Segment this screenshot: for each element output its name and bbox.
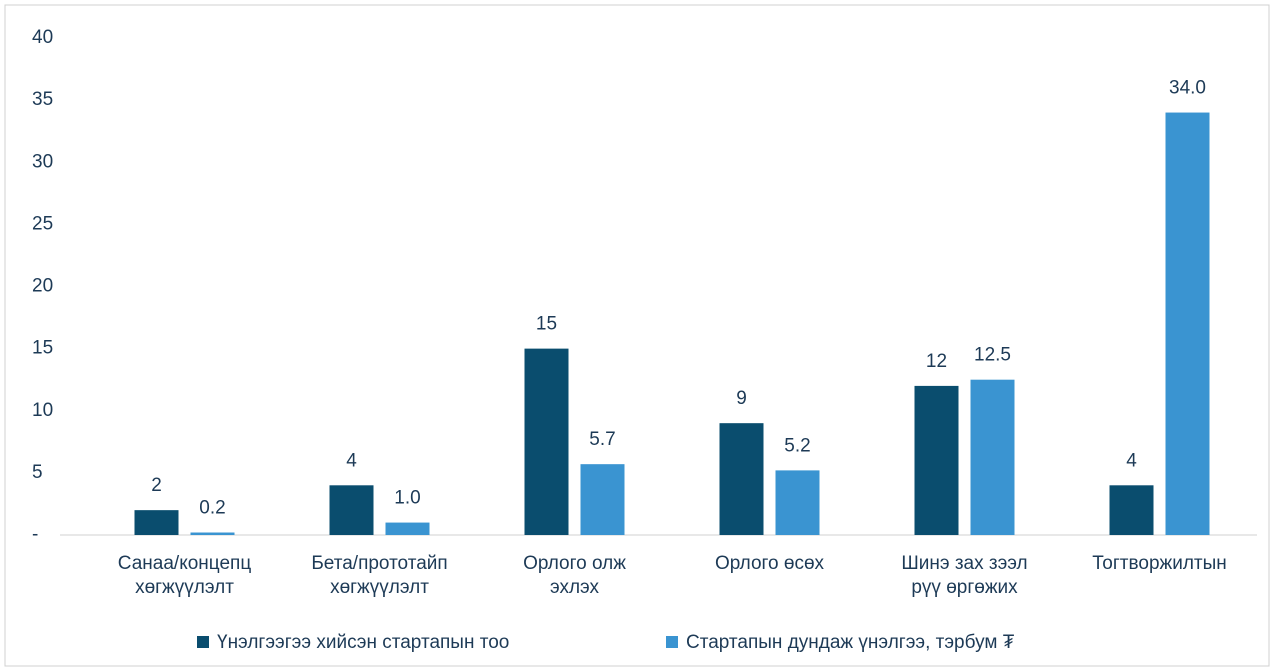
data-label: 34.0 [1169,78,1206,99]
x-tick-label: Шинэ зах зээл рүү өргөжих [901,553,1028,598]
bar [775,470,820,535]
x-tick-label: Тогтворжилтын [1092,553,1227,574]
bar [329,485,374,535]
data-label: 12 [926,351,947,372]
legend-label: Үнэлгээгээ хийсэн стартапын тоо [217,632,509,653]
legend-swatch [666,636,678,648]
data-label: 0.2 [199,498,225,519]
data-label: 15 [536,314,557,335]
y-tick-label: 35 [32,89,53,110]
bar [134,510,179,535]
bar [190,532,235,535]
legend-swatch [197,636,209,648]
y-tick-label: 5 [32,462,43,483]
y-tick-label: 15 [32,338,53,359]
legend-label: Стартапын дундаж үнэлгээ, тэрбум ₮ [686,632,1015,653]
data-label: 5.2 [784,435,810,456]
y-tick-label: 40 [32,27,53,48]
y-tick-label: 25 [32,213,53,234]
x-tick-label: Бета/прототайп хөгжүүлэлт [311,553,448,598]
x-tick-label: Санаа/концепц хөгжүүлэлт [117,553,252,598]
bar [719,423,764,535]
bar [385,522,430,535]
bar [914,385,959,535]
y-tick-label: 10 [32,400,53,421]
data-label: 4 [1126,450,1137,471]
data-label: 5.7 [589,429,615,450]
bar [524,348,569,535]
bar [1109,485,1154,535]
y-tick-label: 20 [32,276,53,297]
chart-border [4,4,1270,667]
x-tick-label: Орлого өсөх [714,553,825,574]
y-tick-label: - [32,524,38,545]
x-tick-label: Орлого олж эхлэх [523,553,626,598]
bar [970,379,1015,535]
data-label: 4 [346,450,357,471]
data-label: 2 [151,475,162,496]
y-tick-label: 30 [32,151,53,172]
data-label: 1.0 [394,488,420,509]
bar [580,464,625,535]
data-label: 12.5 [974,345,1011,366]
bar [1165,112,1210,536]
data-label: 9 [736,388,747,409]
